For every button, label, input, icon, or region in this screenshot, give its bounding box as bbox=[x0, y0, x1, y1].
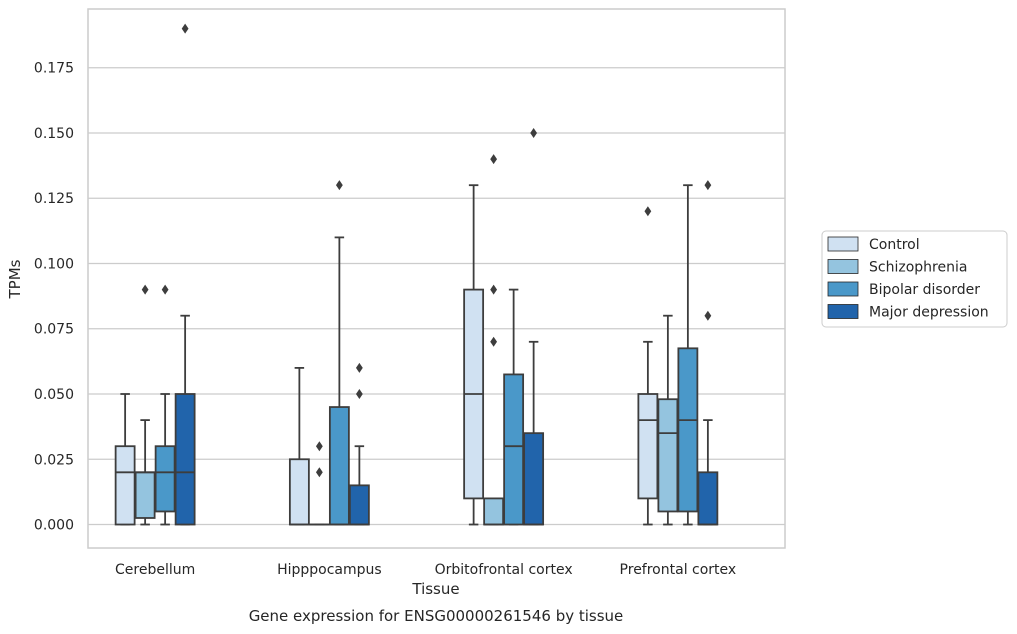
iqr-box bbox=[523, 432, 545, 526]
iqr-box bbox=[328, 406, 350, 526]
x-tick-label: Hipppocampus bbox=[277, 562, 382, 578]
y-tick-label: 0.000 bbox=[34, 518, 74, 534]
y-tick-label: 0.075 bbox=[34, 322, 74, 338]
box-cerebellum-major-depression bbox=[174, 23, 196, 526]
box-hipppocampus-schizophrenia bbox=[308, 441, 330, 526]
y-axis-ticks: 0.000 0.025 0.050 0.075 0.100 0.125 0.150 0.175 bbox=[34, 61, 74, 534]
outlier-point bbox=[335, 180, 343, 191]
outlier-point bbox=[315, 441, 323, 452]
outlier-point bbox=[644, 206, 652, 217]
box-hipppocampus-control bbox=[288, 366, 310, 526]
outlier-point bbox=[355, 362, 363, 373]
legend-box bbox=[821, 230, 1008, 328]
y-tick-label: 0.100 bbox=[34, 256, 74, 272]
outlier-point bbox=[315, 467, 323, 478]
box-cerebellum-control bbox=[114, 393, 136, 526]
x-axis-label: Tissue bbox=[411, 580, 459, 598]
box-orbitofrontal-cortex-major-depression bbox=[523, 127, 545, 526]
box-hipppocampus-major-depression bbox=[348, 362, 370, 526]
iqr-box bbox=[348, 484, 370, 526]
outlier-point bbox=[141, 284, 149, 295]
outlier-point bbox=[490, 154, 498, 165]
legend-swatch bbox=[827, 304, 859, 319]
box-prefrontal-cortex-bipolar-disorder bbox=[677, 184, 699, 526]
legend-label: Control bbox=[869, 237, 920, 253]
outlier-point bbox=[181, 23, 189, 34]
x-axis-ticks: Cerebellum Hipppocampus Orbitofrontal cort… bbox=[115, 562, 736, 578]
iqr-box bbox=[154, 445, 176, 513]
outlier-point bbox=[704, 310, 712, 321]
box-orbitofrontal-cortex-schizophrenia bbox=[483, 154, 505, 526]
box-cerebellum-schizophrenia bbox=[134, 284, 156, 526]
outlier-point bbox=[530, 127, 538, 138]
boxplots bbox=[114, 23, 719, 526]
x-tick-label: Cerebellum bbox=[115, 562, 195, 578]
iqr-box bbox=[637, 393, 659, 500]
legend-label: Bipolar disorder bbox=[869, 282, 980, 298]
outlier-point bbox=[490, 336, 498, 347]
plot-frame bbox=[87, 8, 786, 549]
legend-label: Schizophrenia bbox=[869, 260, 967, 276]
y-axis-label: TPMs bbox=[6, 259, 24, 299]
iqr-box bbox=[503, 373, 525, 526]
gridlines bbox=[88, 67, 785, 526]
y-tick-label: 0.125 bbox=[34, 191, 74, 207]
y-tick-label: 0.175 bbox=[34, 61, 74, 77]
legend-swatch bbox=[827, 236, 859, 252]
iqr-box bbox=[174, 393, 196, 526]
x-tick-label: Prefrontal cortex bbox=[620, 562, 737, 578]
legend-label: Major depression bbox=[869, 305, 989, 321]
y-tick-label: 0.025 bbox=[34, 452, 74, 468]
y-tick-label: 0.050 bbox=[34, 387, 74, 403]
iqr-box bbox=[657, 398, 679, 513]
legend-swatch bbox=[827, 259, 859, 274]
iqr-box bbox=[288, 458, 310, 526]
legend-swatch bbox=[827, 281, 859, 297]
iqr-box bbox=[677, 347, 699, 513]
iqr-box bbox=[114, 445, 136, 526]
box-prefrontal-cortex-major-depression bbox=[697, 180, 719, 526]
outlier-point bbox=[704, 180, 712, 191]
outlier-point bbox=[355, 389, 363, 399]
legend: Control Schizophrenia Bipolar disorder Majo… bbox=[821, 230, 1008, 328]
box-cerebellum-bipolar-disorder bbox=[154, 284, 176, 526]
box-prefrontal-cortex-control bbox=[637, 206, 659, 526]
outlier-point bbox=[490, 284, 498, 295]
box-orbitofrontal-cortex-bipolar-disorder bbox=[503, 288, 525, 526]
outlier-point bbox=[161, 284, 169, 295]
chart-caption: Gene expression for ENSG00000261546 by t… bbox=[249, 607, 624, 625]
box-orbitofrontal-cortex-control bbox=[463, 184, 485, 526]
iqr-box bbox=[134, 471, 156, 519]
y-tick-label: 0.150 bbox=[34, 126, 74, 142]
box-prefrontal-cortex-schizophrenia bbox=[657, 314, 679, 526]
iqr-box bbox=[697, 471, 719, 526]
box-hipppocampus-bipolar-disorder bbox=[328, 180, 350, 526]
x-tick-label: Orbitofrontal cortex bbox=[435, 562, 573, 578]
iqr-box bbox=[483, 497, 505, 526]
